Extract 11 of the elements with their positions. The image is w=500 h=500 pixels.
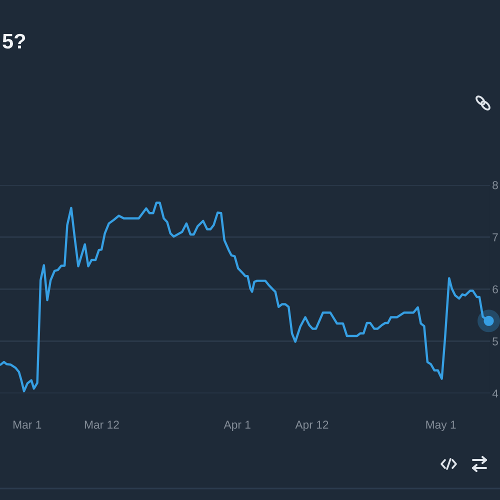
y-tick-label: 4 xyxy=(492,390,498,398)
y-tick-label: 8 xyxy=(492,181,498,190)
chart-title: 5? xyxy=(2,34,26,49)
x-tick-label: Apr 12 xyxy=(295,420,328,431)
x-tick-label: Apr 1 xyxy=(224,420,250,431)
x-tick-label: Mar 12 xyxy=(84,420,119,429)
x-tick-label: Mar 1 xyxy=(14,420,42,429)
y-tick-label: 7 xyxy=(492,233,498,242)
y-tick-label: 6 xyxy=(492,285,498,294)
y-tick-label: 5 xyxy=(492,338,498,346)
x-tick-label: May 1 xyxy=(426,420,456,431)
